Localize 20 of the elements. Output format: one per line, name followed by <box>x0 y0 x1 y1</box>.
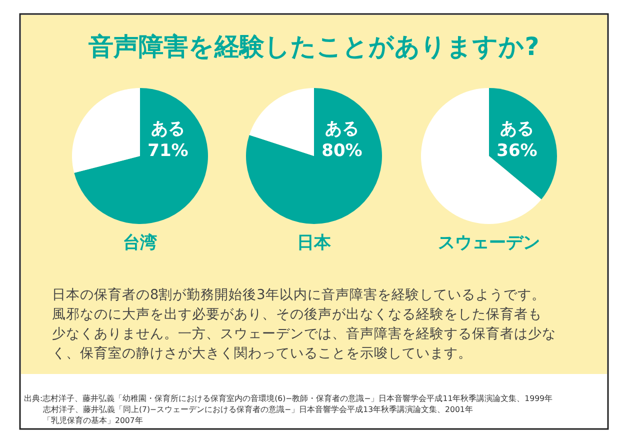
data-label: 36% <box>496 141 538 161</box>
text: 風邪なのに大声を出す必要があり、その後声が出なくなる経験をした保育者も <box>52 306 542 322</box>
text: 日本 <box>297 233 332 253</box>
text: 台湾 <box>123 233 157 253</box>
pie-slice <box>489 88 557 200</box>
slice-label: ある <box>500 119 534 139</box>
text: 日本の保育者の8割が勤務開始後3年以内に音声障害を経験しているようです。 <box>52 286 546 303</box>
pie-slice <box>74 88 208 224</box>
data-label: 71% <box>148 141 188 161</box>
pie-slice <box>421 88 542 224</box>
pie-slice <box>72 88 140 173</box>
data-label: 80% <box>322 141 362 161</box>
slice-label: ある <box>325 119 359 139</box>
pie-slice <box>246 88 382 224</box>
text: 音声障害を経験したことがありますか? <box>88 32 540 61</box>
text: く、保育室の静けさが大きく関わっていることを示唆しています。 <box>52 344 472 362</box>
pie-slice <box>249 88 314 156</box>
text: 少なくありません。一方、スウェーデンでは、音声障害を経験する保育者は少な <box>52 325 556 342</box>
slice-label: ある <box>151 119 185 139</box>
text: スウェーデン <box>438 233 540 253</box>
